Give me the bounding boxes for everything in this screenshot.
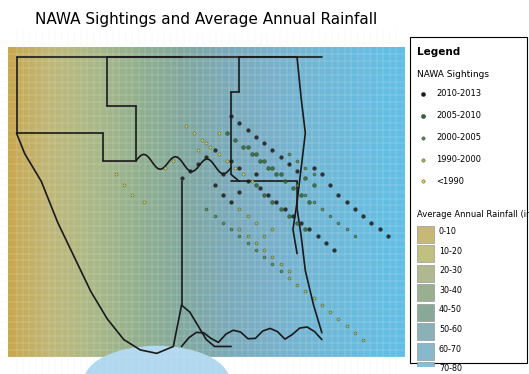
Text: 40-50: 40-50 [439,306,462,315]
Text: Average Annual Rainfall (in): Average Annual Rainfall (in) [417,210,529,219]
FancyBboxPatch shape [417,324,434,340]
Text: 60-70: 60-70 [439,344,462,353]
FancyBboxPatch shape [410,37,526,363]
Title: NAWA Sightings and Average Annual Rainfall: NAWA Sightings and Average Annual Rainfa… [35,12,377,27]
FancyBboxPatch shape [417,343,434,360]
Text: 2010-2013: 2010-2013 [436,89,482,98]
Text: 50-60: 50-60 [439,325,462,334]
Text: 0-10: 0-10 [439,227,457,236]
Text: 20-30: 20-30 [439,266,462,275]
FancyBboxPatch shape [417,304,434,321]
Text: 1990-2000: 1990-2000 [436,155,481,164]
Text: 70-80: 70-80 [439,364,462,373]
FancyBboxPatch shape [417,226,434,243]
Text: 2000-2005: 2000-2005 [436,133,481,142]
FancyBboxPatch shape [417,265,434,282]
Text: 2005-2010: 2005-2010 [436,111,481,120]
FancyBboxPatch shape [417,362,434,374]
Text: <1990: <1990 [436,177,464,186]
Text: NAWA Sightings: NAWA Sightings [417,70,489,79]
Ellipse shape [85,346,229,374]
FancyBboxPatch shape [417,245,434,262]
Text: 30-40: 30-40 [439,286,462,295]
Text: 10-20: 10-20 [439,247,462,256]
FancyBboxPatch shape [417,284,434,301]
Text: Legend: Legend [417,47,460,57]
